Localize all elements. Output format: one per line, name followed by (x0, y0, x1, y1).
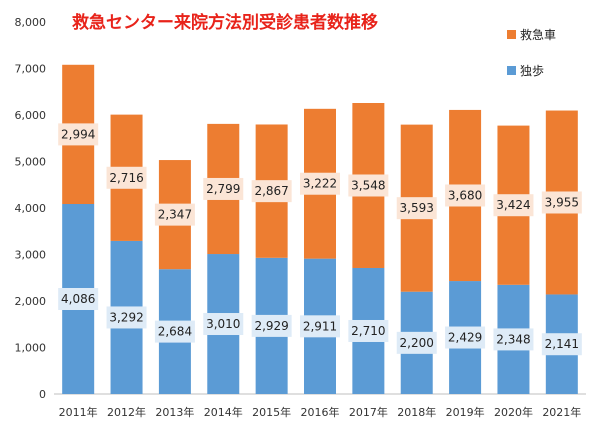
x-tick-label: 2019年 (446, 405, 485, 419)
data-label-box (154, 203, 195, 226)
data-label-box (300, 315, 340, 338)
data-label-box (203, 313, 244, 336)
x-tick-label: 2020年 (494, 405, 533, 419)
data-label: 2,684 (158, 325, 192, 339)
data-label-box (58, 123, 99, 146)
y-tick-label: 7,000 (15, 63, 47, 76)
data-label-box (106, 306, 147, 329)
y-tick-label: 1,000 (15, 342, 47, 355)
data-label: 2,141 (545, 337, 579, 351)
data-label-box (445, 184, 486, 207)
data-label: 2,994 (61, 127, 95, 141)
data-label: 4,086 (61, 292, 95, 306)
data-label: 3,548 (351, 178, 385, 192)
x-tick-label: 2012年 (107, 405, 146, 419)
legend-label: 救急車 (520, 27, 556, 42)
data-label-box (203, 177, 244, 200)
data-label-box (348, 174, 389, 197)
y-axis: 0 1,000 2,000 3,000 4,000 5,000 6,000 7,000 8,00… (15, 16, 47, 401)
data-label-box (300, 172, 340, 195)
x-tick-label: 2016年 (301, 405, 340, 419)
y-tick-label: 4,000 (15, 202, 47, 215)
x-tick-label: 2014年 (204, 405, 243, 419)
y-tick-label: 3,000 (15, 249, 47, 262)
data-label: 2,347 (158, 208, 192, 222)
y-tick-label: 6,000 (15, 109, 47, 122)
x-tick-label: 2017年 (349, 405, 388, 419)
x-tick-label: 2018年 (397, 405, 436, 419)
x-tick-label: 2011年 (59, 405, 98, 419)
data-label-box (493, 194, 534, 217)
data-label-box (396, 197, 437, 220)
data-label: 2,799 (206, 182, 240, 196)
data-label-box (445, 326, 486, 349)
x-axis: 2011年 2012年 2013年 2014年 2015年 2016年 2017年 2018年… (54, 393, 586, 419)
data-label-box (106, 166, 147, 189)
data-label-box (541, 191, 582, 214)
y-tick-label: 8,000 (15, 16, 47, 29)
x-tick-label: 2015年 (252, 405, 291, 419)
y-tick-label: 2,000 (15, 295, 47, 308)
data-label: 2,200 (400, 336, 434, 350)
legend-swatch (507, 30, 516, 39)
x-tick-label: 2013年 (155, 405, 194, 419)
chart-title: 救急センター来院方法別受診患者数推移 (72, 12, 378, 33)
data-label: 3,424 (496, 198, 530, 212)
data-labels: 4,086 2,994 3,292 2,716 2,684 2,347 3,010 2,799… (58, 123, 582, 356)
data-label: 2,911 (303, 319, 337, 333)
data-label: 2,348 (496, 332, 530, 346)
data-label-box (348, 319, 389, 342)
data-label: 3,680 (448, 188, 482, 202)
y-tick-label: 5,000 (15, 156, 47, 169)
data-label: 2,429 (448, 331, 482, 345)
data-label: 2,710 (351, 324, 385, 338)
data-label-box (396, 331, 437, 354)
data-label-box (251, 180, 292, 203)
data-label: 2,716 (109, 171, 143, 185)
data-label: 3,955 (545, 195, 579, 209)
y-tick-label: 0 (39, 388, 46, 401)
data-label: 3,010 (206, 317, 240, 331)
x-tick-label: 2021年 (542, 405, 581, 419)
data-label: 3,292 (109, 310, 143, 324)
data-label: 2,929 (254, 319, 288, 333)
legend-label: 独歩 (520, 63, 544, 78)
data-label-box (154, 320, 195, 343)
data-label: 2,867 (254, 184, 288, 198)
data-label-box (58, 288, 99, 311)
data-label-box (541, 333, 582, 356)
data-label: 3,222 (303, 177, 337, 191)
legend-swatch (507, 66, 516, 75)
data-label-box (251, 314, 292, 337)
data-label: 3,593 (400, 201, 434, 215)
data-label-box (493, 328, 534, 351)
